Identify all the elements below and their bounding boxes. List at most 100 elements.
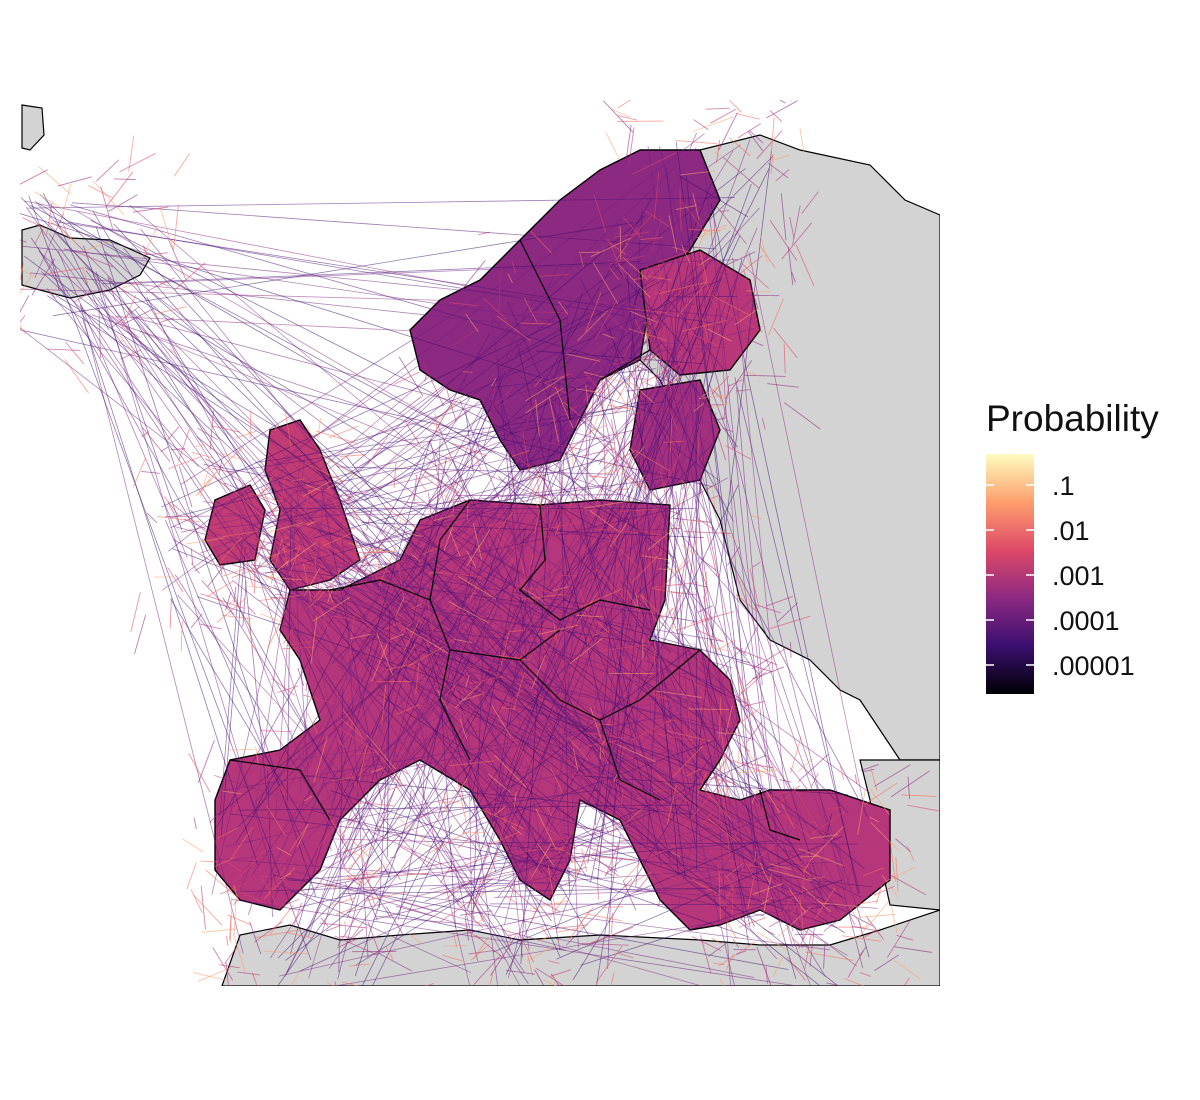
edge-line xyxy=(607,482,619,489)
edge-line xyxy=(459,718,468,740)
edge-line xyxy=(805,951,854,961)
edge-line xyxy=(590,237,632,258)
edge-line xyxy=(312,596,351,622)
edge-line xyxy=(456,706,477,726)
edge-line xyxy=(759,862,770,883)
edge-line xyxy=(612,597,620,618)
edge-line xyxy=(552,621,558,643)
edge-line xyxy=(705,999,727,1021)
edge-line xyxy=(619,838,659,842)
edge-line xyxy=(119,153,156,173)
edge-line xyxy=(523,995,544,1005)
edge-line xyxy=(529,833,563,863)
edge-line xyxy=(773,955,784,977)
edge-line xyxy=(443,790,448,814)
edge-line xyxy=(795,244,815,287)
edge-line xyxy=(436,689,448,710)
edge-line xyxy=(147,513,158,523)
edge-line xyxy=(633,277,644,281)
edge-line xyxy=(440,863,453,884)
edge-line xyxy=(541,507,569,513)
edge-line xyxy=(541,440,583,451)
edge-line xyxy=(888,988,931,1001)
edge-line xyxy=(676,895,681,918)
edge-line xyxy=(420,473,441,489)
edge-line xyxy=(143,226,158,255)
edge-line xyxy=(762,928,775,936)
edge-line xyxy=(809,865,818,907)
edge-line xyxy=(762,874,772,916)
edge-line xyxy=(346,493,359,521)
edge-line xyxy=(173,204,179,250)
edge-line xyxy=(298,808,661,972)
edge-line xyxy=(608,326,797,980)
edge-line xyxy=(688,229,720,232)
edge-line xyxy=(565,353,601,362)
edge-line xyxy=(583,369,618,402)
edge-line xyxy=(770,154,774,174)
edge-line xyxy=(598,451,609,465)
edge-line xyxy=(210,425,241,433)
edge-line xyxy=(773,327,798,359)
edge-line xyxy=(348,615,355,660)
edge-line xyxy=(542,539,576,557)
edge-line xyxy=(663,375,682,389)
edge-line xyxy=(309,598,318,608)
edge-line xyxy=(642,475,667,513)
edge-line xyxy=(561,387,595,760)
edge-line xyxy=(438,606,463,628)
edge-line xyxy=(340,528,356,531)
edge-line xyxy=(519,400,535,442)
edge-line xyxy=(489,971,494,986)
edge-line xyxy=(380,632,396,653)
edge-line xyxy=(318,468,417,607)
edge-line xyxy=(229,915,232,940)
edge-line xyxy=(191,452,214,459)
edge-line xyxy=(46,202,53,236)
edge-line xyxy=(512,533,525,555)
edge-line xyxy=(689,891,705,904)
edge-line xyxy=(682,320,727,332)
edge-line xyxy=(440,889,457,895)
edge-line xyxy=(513,830,551,846)
edge-line xyxy=(200,467,210,497)
edge-line xyxy=(57,250,188,559)
edge-line xyxy=(219,964,240,969)
edge-line xyxy=(816,1020,858,1021)
edge-line xyxy=(433,293,610,570)
edge-line xyxy=(681,544,694,554)
edge-line xyxy=(707,749,723,771)
edge-line xyxy=(890,842,896,882)
edge-line xyxy=(585,739,620,747)
edge-line xyxy=(268,847,280,855)
edge-line xyxy=(212,526,242,542)
edge-line xyxy=(607,383,616,413)
edge-line xyxy=(547,503,558,510)
edge-line xyxy=(449,647,792,891)
edge-line xyxy=(337,727,377,752)
edge-line xyxy=(374,789,396,829)
edge-line xyxy=(20,329,714,488)
edge-line xyxy=(723,310,763,333)
edge-line xyxy=(330,487,353,559)
edge-line xyxy=(337,665,359,678)
edge-line xyxy=(267,770,273,918)
edge-line xyxy=(642,686,822,895)
edge-line xyxy=(474,243,662,660)
edge-line xyxy=(381,685,387,726)
edge-line xyxy=(714,639,736,653)
edge-line xyxy=(647,743,688,761)
edge-line xyxy=(535,808,557,851)
edge-line xyxy=(702,877,718,888)
edge-line xyxy=(725,919,737,939)
edge-line xyxy=(274,467,726,692)
edge-line xyxy=(280,541,841,841)
edge-line xyxy=(675,404,724,406)
edge-line xyxy=(459,910,493,916)
edge-line xyxy=(421,806,438,817)
edge-line xyxy=(453,638,473,644)
edge-line xyxy=(128,135,135,172)
edge-line xyxy=(260,530,291,561)
edge-line xyxy=(197,479,211,495)
edge-line xyxy=(564,1018,571,1056)
